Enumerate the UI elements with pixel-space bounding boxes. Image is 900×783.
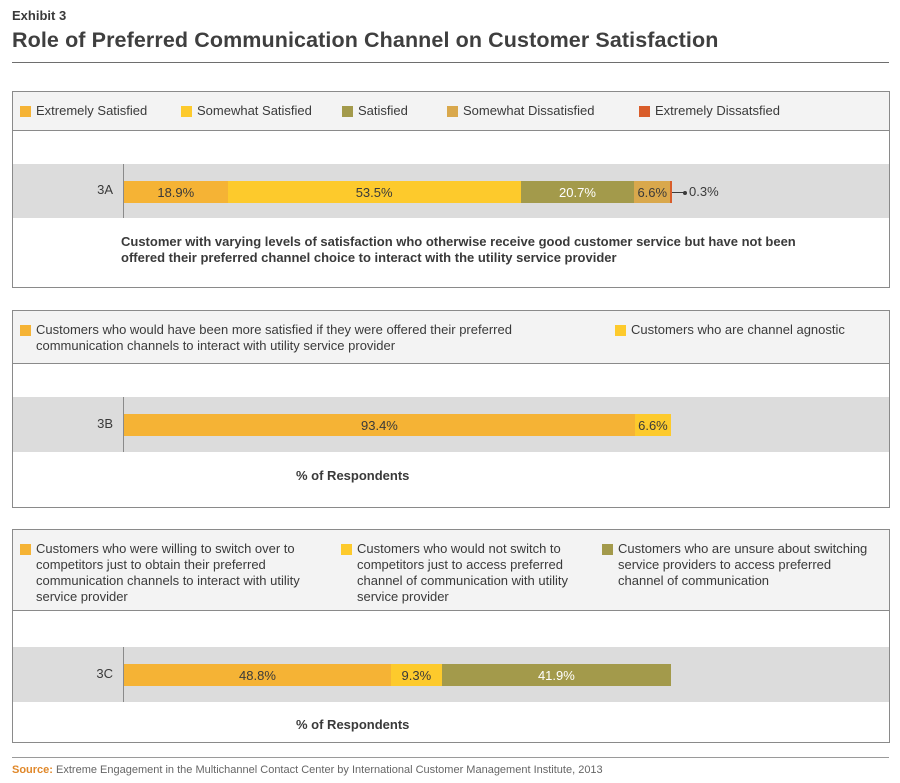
panel-3a: Extremely Satisfied Somewhat Satisfied S…	[12, 91, 890, 288]
legend-item-more-satisfied: Customers who would have been more satis…	[20, 322, 520, 354]
legend-divider-3c	[13, 610, 889, 611]
plot-area-3c: 3C % of Respondents 48.8% 9.3% 41.9%	[13, 611, 889, 742]
plot-area-3b: 3B % of Respondents 93.4% 6.6%	[13, 364, 889, 507]
panel-3b: Customers who would have been more satis…	[12, 310, 890, 508]
axis-line-3b	[123, 397, 124, 452]
title-divider	[12, 62, 889, 63]
plot-area-3a: 3A Customer with varying levels of satis…	[13, 131, 889, 287]
bar-segment-3b-2: 6.6%	[634, 414, 671, 436]
legend-3b: Customers who would have been more satis…	[13, 311, 889, 363]
bar-segment-3a-4: 6.6%	[634, 181, 671, 203]
bar-segment-3a-3: 20.7%	[520, 181, 635, 203]
legend-item-extremely-satisfied: Extremely Satisfied	[20, 103, 180, 119]
source-text: Extreme Engagement in the Multichannel C…	[56, 764, 603, 776]
legend-3a: Extremely Satisfied Somewhat Satisfied S…	[13, 92, 889, 130]
swatch-satisfied	[342, 106, 353, 117]
bar-segment-3b-1: 93.4%	[124, 414, 635, 436]
axis-line-3c	[123, 647, 124, 702]
legend-item-channel-agnostic: Customers who are channel agnostic	[615, 322, 885, 338]
x-axis-label-3c: % of Respondents	[296, 717, 410, 732]
chart-title: Role of Preferred Communication Channel …	[12, 28, 719, 52]
swatch-more-satisfied	[20, 325, 31, 336]
swatch-would-not-switch	[341, 544, 352, 555]
swatch-extremely-dissatisfied	[639, 106, 650, 117]
callout-line-3a	[672, 192, 684, 193]
legend-item-would-not-switch: Customers who would not switch to compet…	[341, 541, 591, 605]
bar-segment-3a-5	[670, 181, 672, 203]
bar-segment-3c-3: 41.9%	[441, 664, 671, 686]
swatch-unsure-switching	[602, 544, 613, 555]
legend-item-willing-to-switch: Customers who were willing to switch ove…	[20, 541, 320, 605]
swatch-extremely-satisfied	[20, 106, 31, 117]
source-label: Source:	[12, 764, 53, 776]
swatch-willing-to-switch	[20, 544, 31, 555]
category-label-3b: 3B	[97, 416, 113, 431]
bar-segment-3c-2: 9.3%	[390, 664, 442, 686]
exhibit-label: Exhibit 3	[12, 8, 67, 23]
axis-line-3a	[123, 164, 124, 218]
swatch-channel-agnostic	[615, 325, 626, 336]
data-label-3a-5: 0.3%	[689, 184, 719, 199]
legend-item-unsure-switching: Customers who are unsure about switching…	[602, 541, 872, 589]
legend-item-somewhat-dissatisfied: Somewhat Dissatisfied	[447, 103, 627, 119]
callout-dot-3a	[683, 190, 687, 195]
legend-item-extremely-dissatisfied: Extremely Dissatsfied	[639, 103, 819, 119]
x-axis-label-3b: % of Respondents	[296, 468, 410, 483]
legend-divider-3a	[13, 130, 889, 131]
bar-segment-3a-2: 53.5%	[227, 181, 521, 203]
caption-3a: Customer with varying levels of satisfac…	[121, 234, 796, 265]
source-note: Source: Extreme Engagement in the Multic…	[12, 764, 603, 776]
swatch-somewhat-dissatisfied	[447, 106, 458, 117]
legend-divider-3b	[13, 363, 889, 364]
category-label-3a: 3A	[97, 182, 113, 197]
legend-3c: Customers who were willing to switch ove…	[13, 530, 889, 610]
panel-3c: Customers who were willing to switch ove…	[12, 529, 890, 743]
legend-item-somewhat-satisfied: Somewhat Satisfied	[181, 103, 341, 119]
category-label-3c: 3C	[96, 666, 113, 681]
bar-segment-3c-1: 48.8%	[124, 664, 391, 686]
legend-item-satisfied: Satisfied	[342, 103, 452, 119]
footer-divider	[12, 757, 889, 758]
swatch-somewhat-satisfied	[181, 106, 192, 117]
bar-segment-3a-1: 18.9%	[124, 181, 228, 203]
